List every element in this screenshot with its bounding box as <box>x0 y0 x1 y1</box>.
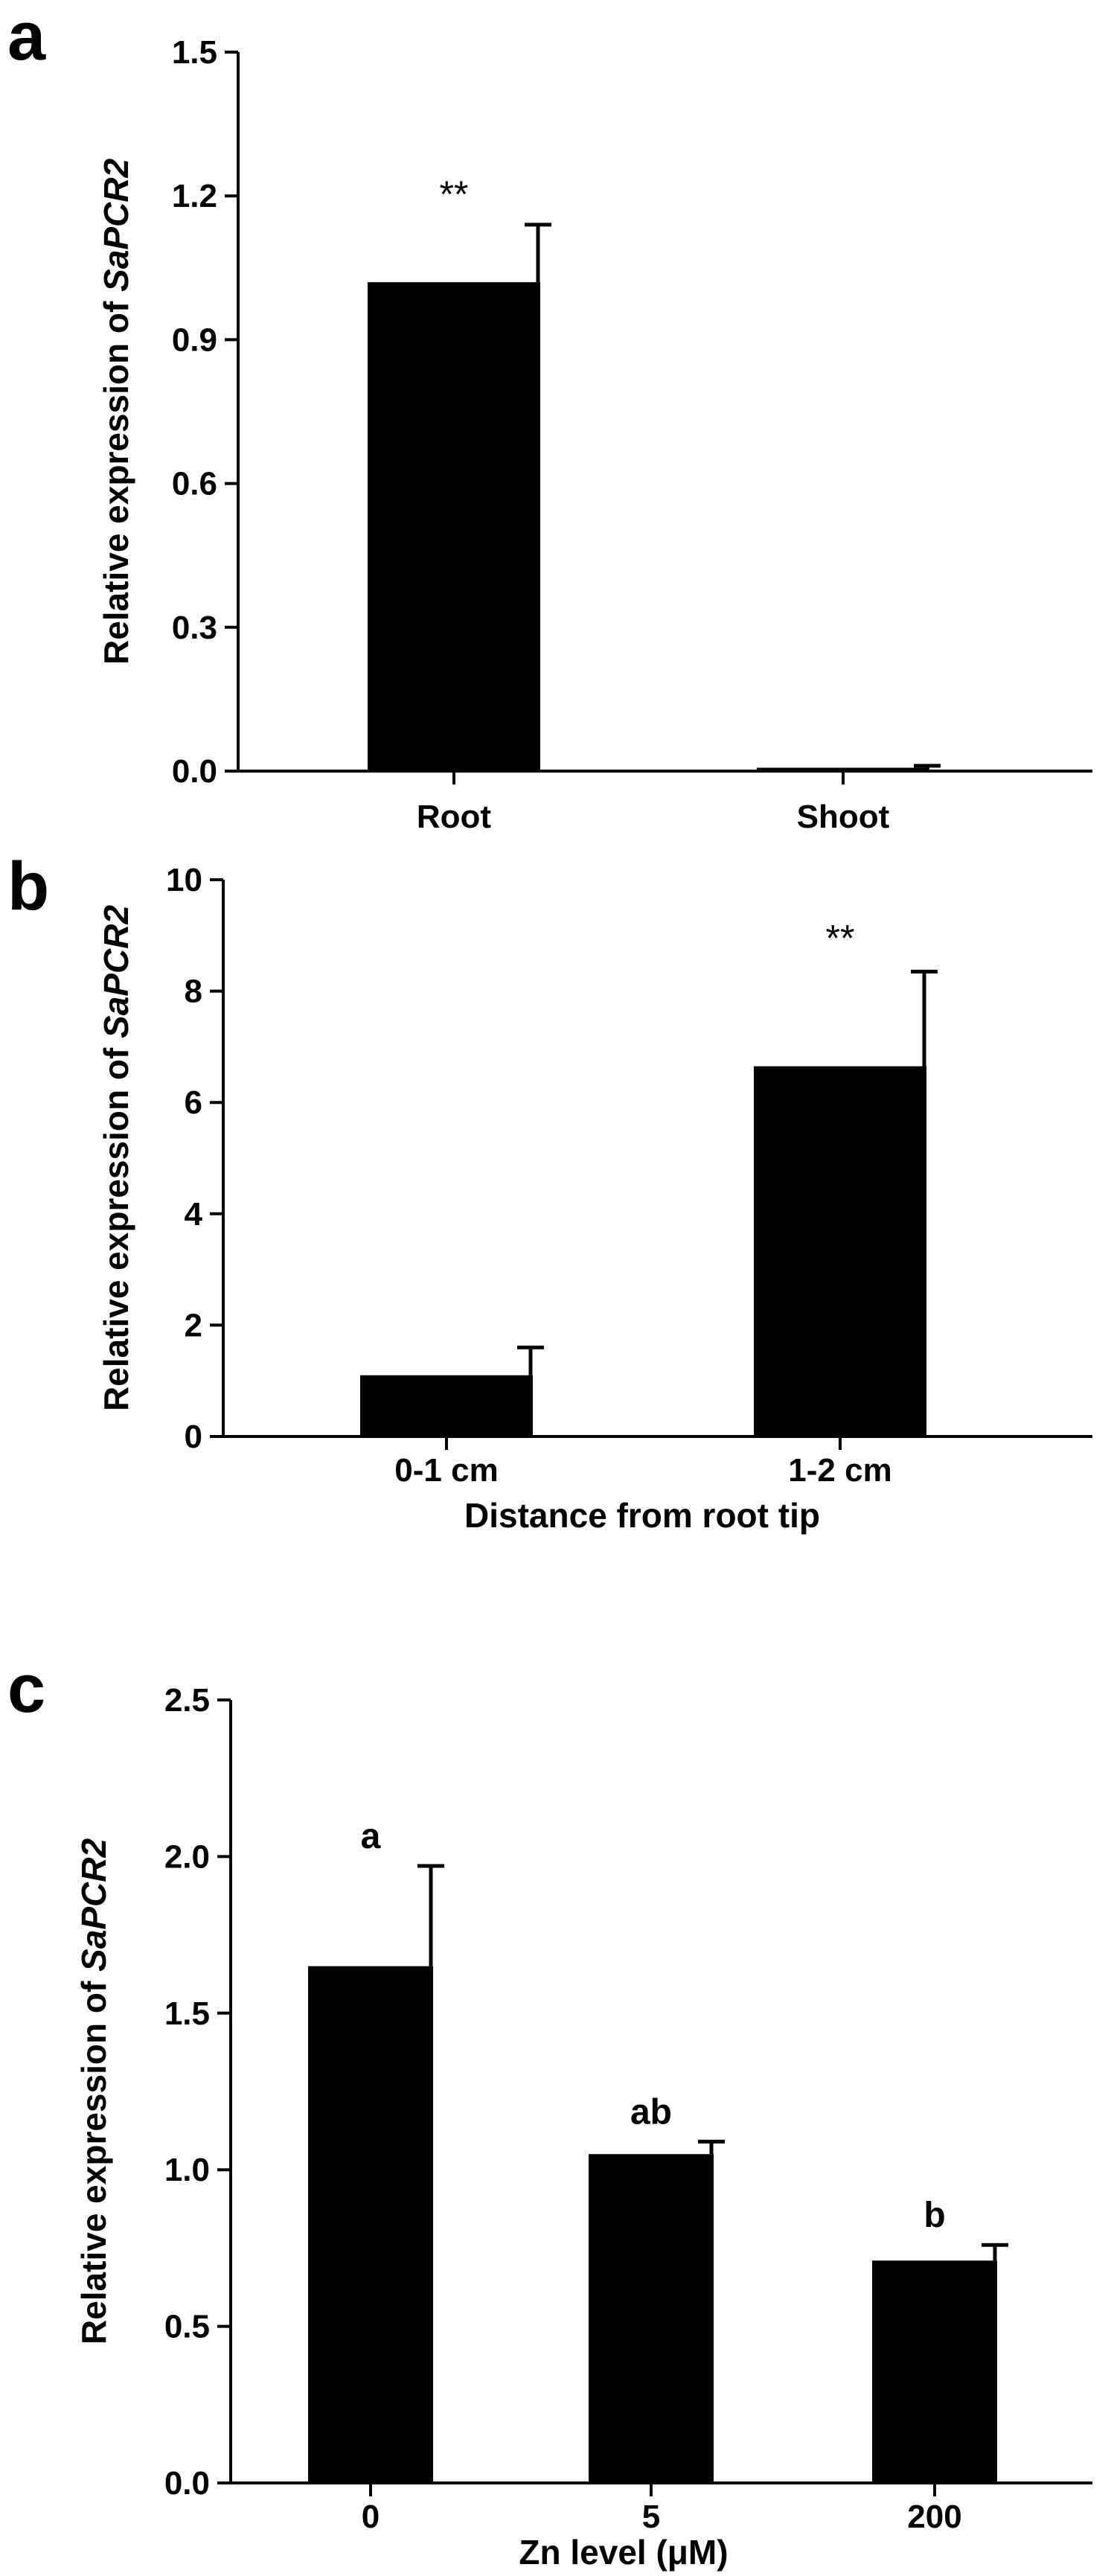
y-tick-label: 1.0 <box>164 2152 210 2188</box>
x-axis-label: Distance from root tip <box>464 1496 820 1535</box>
y-axis-label: Relative expression of SaPCR2 <box>74 1838 113 2345</box>
y-tick-label: 2.5 <box>164 1682 210 1719</box>
x-tick-label: Root <box>417 799 492 835</box>
significance-label: ab <box>630 2092 672 2132</box>
y-tick-label: 2.0 <box>164 1838 210 1875</box>
bar <box>754 1066 926 1436</box>
y-tick-label: 0.5 <box>164 2309 210 2345</box>
panel-b: b Relative expression of SaPCR2 Distance… <box>7 848 1092 1535</box>
significance-label: a <box>361 1817 381 1856</box>
y-tick-label: 0.0 <box>172 753 217 790</box>
x-tick-label: 0 <box>362 2499 380 2535</box>
y-tick-label: 0.6 <box>172 466 217 502</box>
y-axis-label: Relative expression of SaPCR2 <box>97 905 135 1411</box>
x-tick-label: 5 <box>642 2499 660 2535</box>
x-tick-label: 1-2 cm <box>788 1452 891 1489</box>
bar <box>872 2260 997 2483</box>
panel-c: c Relative expression of SaPCR2 Zn level… <box>7 1651 1092 2572</box>
panel-letter-a: a <box>7 0 46 74</box>
bar <box>360 1375 533 1436</box>
x-tick-label: Shoot <box>797 799 890 835</box>
bar <box>589 2154 714 2483</box>
x-tick-label: 0-1 cm <box>394 1452 498 1489</box>
significance-label: ** <box>440 173 469 215</box>
y-tick-label: 0.3 <box>172 610 217 646</box>
y-tick-label: 4 <box>185 1196 203 1233</box>
y-tick-label: 1.2 <box>172 178 217 214</box>
y-tick-label: 10 <box>166 862 202 898</box>
y-tick-label: 8 <box>185 974 202 1010</box>
y-tick-label: 1.5 <box>172 34 217 71</box>
y-tick-label: 0 <box>185 1419 202 1455</box>
bar <box>308 1966 433 2483</box>
y-tick-label: 2 <box>185 1307 202 1343</box>
significance-label: b <box>923 2196 945 2235</box>
y-tick-label: 1.5 <box>164 1995 210 2032</box>
panel-letter-c: c <box>7 1651 45 1727</box>
panel-letter-b: b <box>7 848 49 924</box>
y-tick-label: 0.9 <box>172 322 217 358</box>
y-axis-label: Relative expression of SaPCR2 <box>97 159 135 665</box>
y-tick-label: 0.0 <box>164 2465 210 2502</box>
bar <box>368 282 540 771</box>
y-tick-label: 6 <box>185 1084 202 1121</box>
x-axis-label: Zn level (μM) <box>519 2533 728 2572</box>
bar <box>757 767 929 771</box>
panel-a: a Relative expression of SaPCR2 0.0 0.3 0.… <box>7 0 1092 835</box>
x-tick-label: 200 <box>907 2499 961 2535</box>
significance-label: ** <box>826 917 855 959</box>
